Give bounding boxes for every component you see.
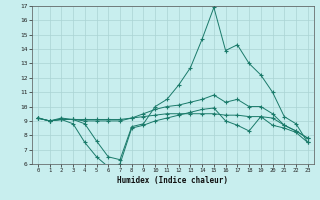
X-axis label: Humidex (Indice chaleur): Humidex (Indice chaleur) <box>117 176 228 185</box>
